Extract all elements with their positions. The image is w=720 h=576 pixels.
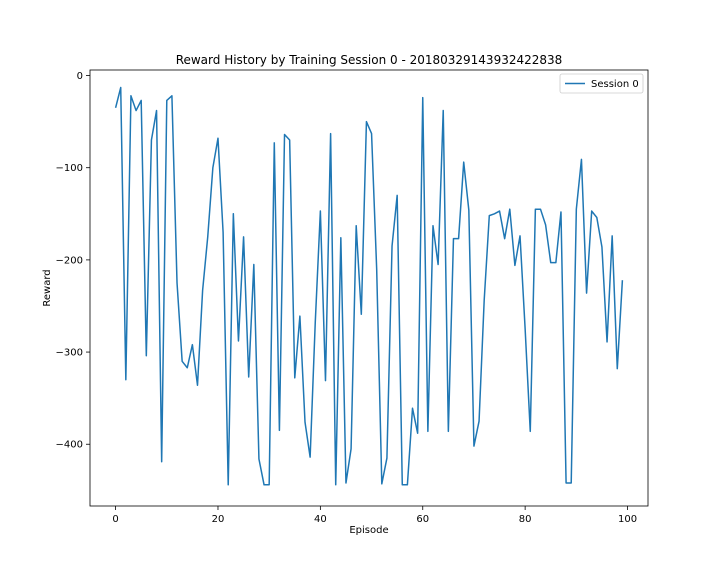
chart-title: Reward History by Training Session 0 - 2… <box>176 53 563 67</box>
series-line-0 <box>114 86 624 486</box>
y-tick-label: −400 <box>56 440 83 451</box>
x-tick-label: 20 <box>212 514 225 525</box>
legend-box <box>559 73 644 94</box>
x-tick-label: 100 <box>618 514 637 525</box>
x-axis-label: Episode <box>349 525 388 536</box>
x-tick-label: 60 <box>416 514 429 525</box>
y-axis: 0 −100 −200 −300 −400 <box>56 71 90 451</box>
x-tick-label: 80 <box>519 514 532 525</box>
x-tick-label: 0 <box>112 514 118 525</box>
y-tick-label: −100 <box>56 163 83 174</box>
x-axis: 0 20 40 60 80 100 <box>112 506 637 525</box>
legend-entry: Session 0 <box>591 79 639 90</box>
y-tick-label: −300 <box>56 348 83 359</box>
legend: Session 0 <box>559 73 644 94</box>
y-tick-label: 0 <box>77 71 83 82</box>
y-axis-label: Reward <box>42 269 53 306</box>
y-tick-label: −200 <box>56 255 83 266</box>
plot-frame <box>89 69 649 507</box>
plot-area <box>89 69 649 507</box>
x-tick-label: 40 <box>314 514 327 525</box>
